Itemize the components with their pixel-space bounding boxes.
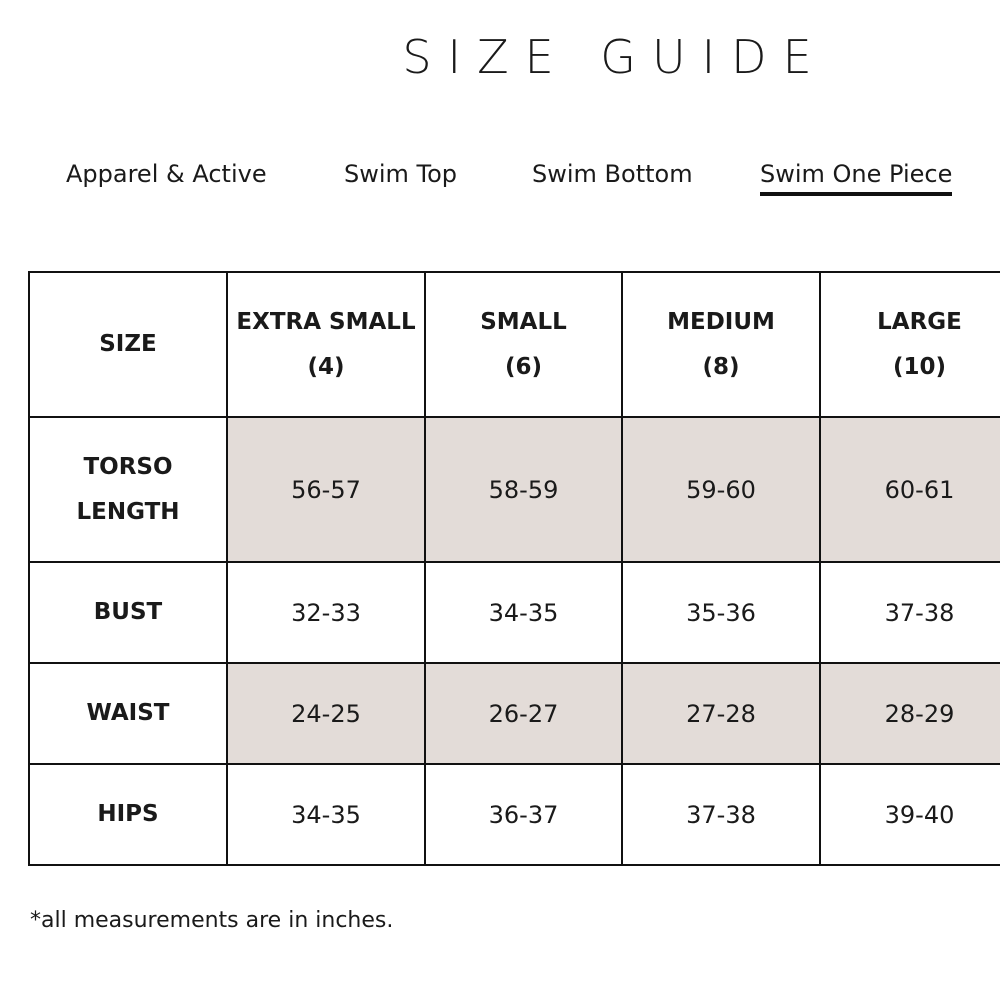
cell: 37-38 — [819, 561, 1000, 664]
cell: 35-36 — [621, 561, 821, 664]
cell: 36-37 — [424, 763, 623, 866]
cell: 34-35 — [226, 763, 426, 866]
cell: 56-57 — [226, 416, 426, 563]
row-label: BUST — [28, 561, 228, 664]
column-header: EXTRA SMALL (4) — [226, 271, 426, 418]
table-row: HIPS 34-35 36-37 37-38 39-40 — [28, 763, 1000, 866]
cell: 39-40 — [819, 763, 1000, 866]
column-name: MEDIUM — [667, 308, 775, 335]
row-label-text: WAIST — [86, 700, 170, 726]
cell: 34-35 — [424, 561, 623, 664]
row-label-text: HIPS — [97, 801, 159, 827]
tab-active[interactable]: Swim One Piece — [760, 160, 953, 196]
column-size: (8) — [702, 353, 740, 380]
column-header: LARGE (10) — [819, 271, 1000, 418]
column-name: LARGE — [877, 308, 962, 335]
cell: 24-25 — [226, 662, 426, 765]
cell: 26-27 — [424, 662, 623, 765]
column-size: (4) — [307, 353, 345, 380]
row-label: HIPS — [28, 763, 228, 866]
table-row: TORSO LENGTH 56-57 58-59 59-60 60-61 — [28, 416, 1000, 563]
column-header: MEDIUM (8) — [621, 271, 821, 418]
corner-cell: SIZE — [28, 271, 228, 418]
cell: 32-33 — [226, 561, 426, 664]
row-label: WAIST — [28, 662, 228, 765]
tab[interactable]: Apparel & Active — [66, 160, 267, 188]
cell: 27-28 — [621, 662, 821, 765]
tab[interactable]: Swim Bottom — [532, 160, 693, 188]
page-title: SIZE GUIDE — [402, 30, 828, 84]
cell: 60-61 — [819, 416, 1000, 563]
header-row: SIZE EXTRA SMALL (4) SMALL (6) MEDIUM (8) LARG… — [28, 271, 1000, 418]
column-name: EXTRA SMALL — [236, 308, 416, 335]
table-row: WAIST 24-25 26-27 27-28 28-29 — [28, 662, 1000, 765]
column-name: SMALL — [480, 308, 567, 335]
cell: 28-29 — [819, 662, 1000, 765]
cell: 37-38 — [621, 763, 821, 866]
cell: 58-59 — [424, 416, 623, 563]
column-size: (6) — [504, 353, 543, 380]
column-size: (10) — [892, 353, 947, 380]
row-label-text: BUST — [93, 599, 163, 625]
tab[interactable]: Swim Top — [344, 160, 458, 188]
row-label: TORSO LENGTH — [28, 416, 228, 563]
table-container: SIZE EXTRA SMALL (4) SMALL (6) MEDIUM (8) LARG… — [28, 271, 1000, 866]
size-table: SIZE EXTRA SMALL (4) SMALL (6) MEDIUM (8) LARG… — [28, 271, 1000, 866]
column-header: SMALL (6) — [424, 271, 623, 418]
cell: 59-60 — [621, 416, 821, 563]
footnote: *all measurements are in inches. — [30, 908, 394, 933]
row-label-text: TORSO LENGTH — [76, 453, 180, 525]
table-row: BUST 32-33 34-35 35-36 37-38 — [28, 561, 1000, 664]
